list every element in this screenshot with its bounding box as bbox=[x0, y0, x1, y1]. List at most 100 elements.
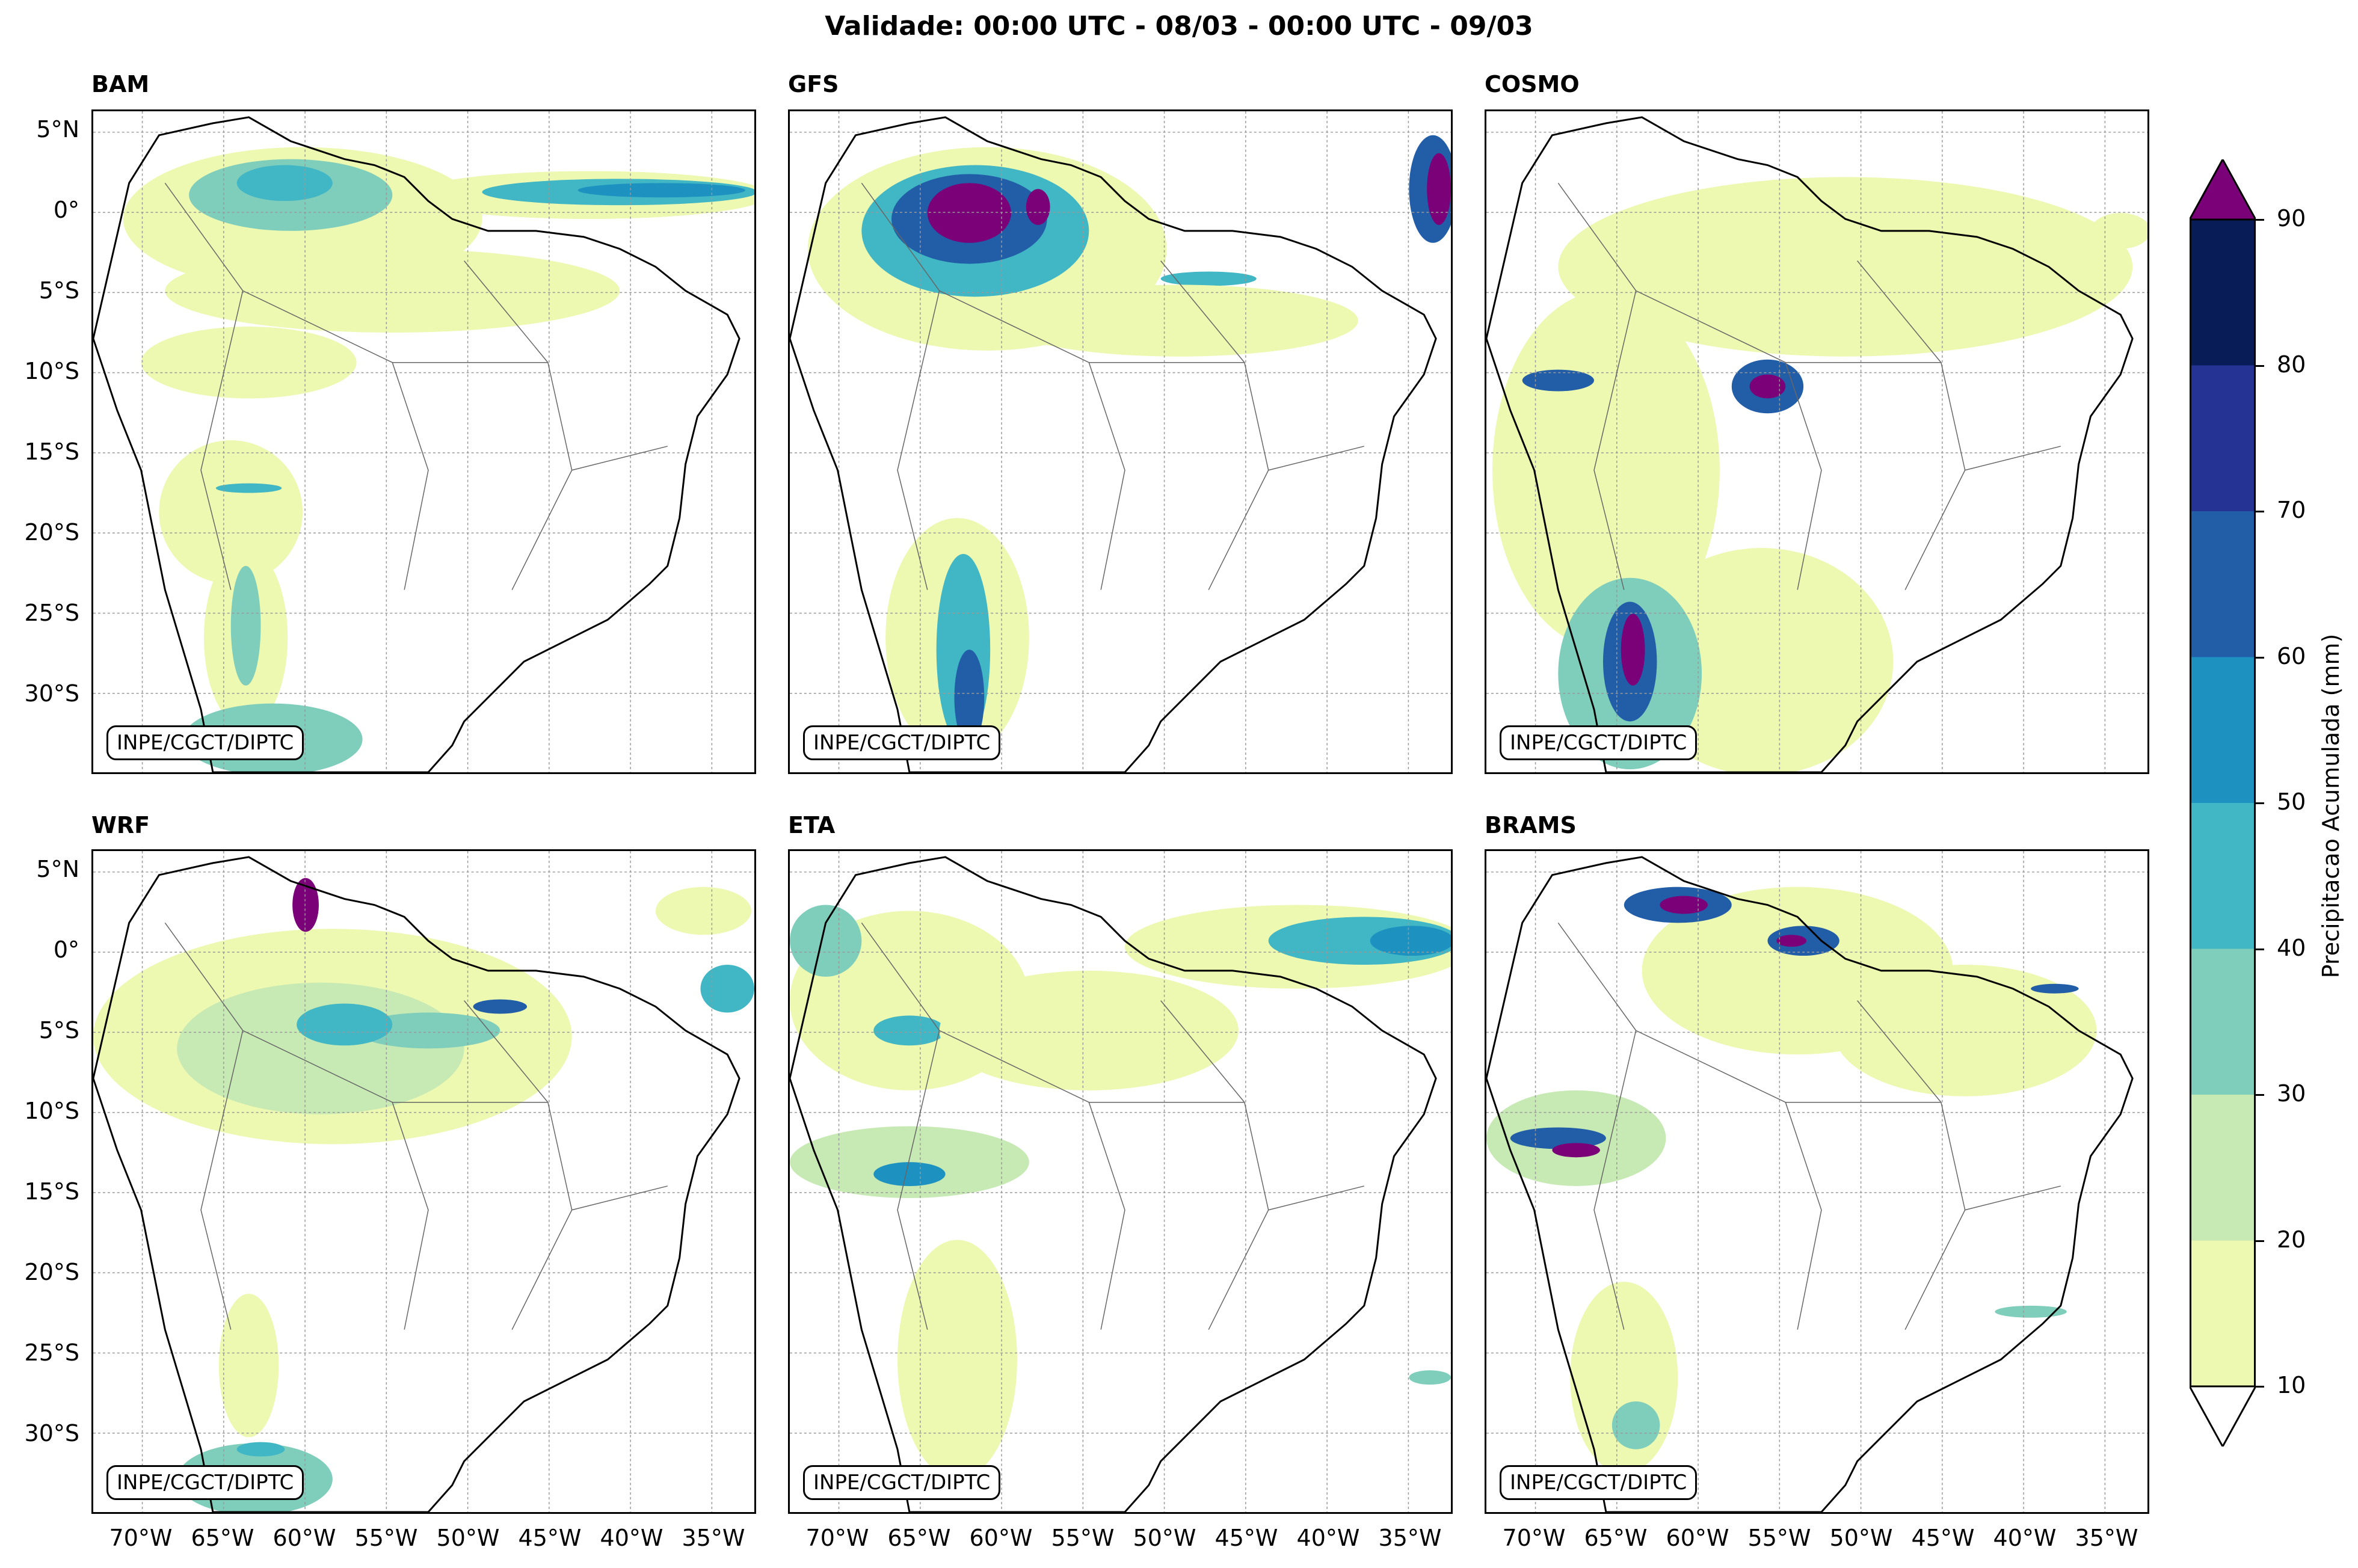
panel-title-gfs: GFS bbox=[788, 71, 839, 97]
map-panel-cosmo: INPE/CGCT/DIPTC bbox=[1485, 109, 2149, 774]
credit-badge: INPE/CGCT/DIPTC bbox=[803, 725, 1001, 760]
lon-tick-label: 65°W bbox=[887, 1525, 951, 1551]
colorbar-tick-mark bbox=[2256, 511, 2264, 512]
lon-tick-label: 45°W bbox=[1214, 1525, 1278, 1551]
credit-badge: INPE/CGCT/DIPTC bbox=[1500, 1465, 1698, 1500]
gridlines bbox=[93, 851, 754, 1512]
lon-tick-label: 50°W bbox=[1133, 1525, 1196, 1551]
map-panel-brams: INPE/CGCT/DIPTC bbox=[1485, 849, 2149, 1514]
lat-tick-label: 5°S bbox=[38, 277, 79, 304]
credit-badge: INPE/CGCT/DIPTC bbox=[106, 1465, 304, 1500]
colorbar-segment bbox=[2190, 657, 2256, 803]
lon-tick-label: 55°W bbox=[1747, 1525, 1811, 1551]
lon-tick-label: 50°W bbox=[436, 1525, 500, 1551]
gridlines bbox=[93, 111, 754, 772]
lat-tick-label: 15°S bbox=[24, 438, 79, 465]
colorbar-tick-label: 50 bbox=[2277, 789, 2306, 815]
lat-tick-label: 20°S bbox=[24, 519, 79, 546]
lat-tick-label: 5°N bbox=[36, 856, 79, 882]
map-panel-eta: INPE/CGCT/DIPTC bbox=[788, 849, 1453, 1514]
colorbar-tick-label: 30 bbox=[2277, 1080, 2306, 1107]
colorbar-label: Precipitacao Acumulada (mm) bbox=[2318, 633, 2344, 979]
state-borders bbox=[1557, 182, 2061, 590]
colorbar-segment bbox=[2190, 220, 2256, 366]
state-borders bbox=[1557, 922, 2061, 1330]
lon-tick-label: 45°W bbox=[518, 1525, 582, 1551]
gridlines bbox=[790, 111, 1451, 772]
lon-tick-label: 70°W bbox=[109, 1525, 173, 1551]
state-borders bbox=[861, 182, 1364, 590]
panel-title-cosmo: COSMO bbox=[1485, 71, 1580, 97]
map-wrf bbox=[93, 851, 754, 1512]
colorbar-segment bbox=[2190, 1095, 2256, 1241]
colorbar-segment bbox=[2190, 948, 2256, 1095]
colorbar-tick-label: 40 bbox=[2277, 934, 2306, 961]
lon-tick-label: 65°W bbox=[191, 1525, 254, 1551]
lon-tick-label: 65°W bbox=[1584, 1525, 1648, 1551]
colorbar-over-triangle bbox=[2190, 159, 2256, 221]
colorbar-tick-mark bbox=[2256, 1094, 2264, 1096]
lon-tick-label: 35°W bbox=[2075, 1525, 2138, 1551]
colorbar-segment bbox=[2190, 803, 2256, 949]
panel-title-bam: BAM bbox=[91, 71, 150, 97]
lon-tick-label: 60°W bbox=[969, 1525, 1033, 1551]
lon-tick-label: 70°W bbox=[1502, 1525, 1566, 1551]
lon-tick-label: 45°W bbox=[1911, 1525, 1975, 1551]
gridlines bbox=[1486, 851, 2147, 1512]
lon-tick-label: 40°W bbox=[1993, 1525, 2057, 1551]
lat-tick-label: 20°S bbox=[24, 1259, 79, 1285]
colorbar-tick-mark bbox=[2256, 219, 2264, 221]
map-brams bbox=[1486, 851, 2147, 1512]
panel-title-wrf: WRF bbox=[91, 812, 150, 838]
colorbar-tick-mark bbox=[2256, 364, 2264, 367]
map-eta bbox=[790, 851, 1451, 1512]
state-borders bbox=[164, 922, 668, 1330]
map-gfs bbox=[790, 111, 1451, 772]
colorbar-segment bbox=[2190, 365, 2256, 511]
lat-tick-label: 15°S bbox=[24, 1178, 79, 1205]
lon-tick-label: 55°W bbox=[354, 1525, 418, 1551]
lat-tick-label: 10°S bbox=[24, 1098, 79, 1124]
credit-badge: INPE/CGCT/DIPTC bbox=[106, 725, 304, 760]
lat-tick-label: 30°S bbox=[24, 680, 79, 707]
colorbar-tick-label: 70 bbox=[2277, 497, 2306, 523]
lon-tick-label: 50°W bbox=[1829, 1525, 1893, 1551]
figure-title: Validade: 00:00 UTC - 08/03 - 00:00 UTC … bbox=[825, 11, 1533, 42]
map-cosmo bbox=[1486, 111, 2147, 772]
lat-tick-label: 10°S bbox=[24, 358, 79, 384]
lon-tick-label: 55°W bbox=[1051, 1525, 1115, 1551]
lat-tick-label: 0° bbox=[53, 197, 79, 223]
colorbar-tick-mark bbox=[2256, 656, 2264, 659]
map-panel-bam: INPE/CGCT/DIPTC bbox=[91, 109, 756, 774]
gridlines bbox=[1486, 111, 2147, 772]
colorbar-tick-label: 10 bbox=[2277, 1372, 2306, 1398]
map-panel-wrf: INPE/CGCT/DIPTC bbox=[91, 849, 756, 1514]
lon-tick-label: 40°W bbox=[1296, 1525, 1360, 1551]
colorbar-tick-mark bbox=[2256, 948, 2264, 950]
lat-tick-label: 30°S bbox=[24, 1420, 79, 1447]
colorbar-segment bbox=[2190, 511, 2256, 657]
colorbar-segment bbox=[2190, 1240, 2256, 1386]
lat-tick-label: 25°S bbox=[24, 1339, 79, 1366]
colorbar-tick-mark bbox=[2256, 1386, 2264, 1388]
colorbar-under-triangle bbox=[2190, 1385, 2256, 1447]
credit-badge: INPE/CGCT/DIPTC bbox=[803, 1465, 1001, 1500]
gridlines bbox=[790, 851, 1451, 1512]
lat-tick-label: 25°S bbox=[24, 600, 79, 626]
lon-tick-label: 35°W bbox=[1378, 1525, 1442, 1551]
lat-tick-label: 5°S bbox=[38, 1017, 79, 1044]
map-bam bbox=[93, 111, 754, 772]
colorbar-tick-label: 20 bbox=[2277, 1226, 2306, 1253]
colorbar-tick-mark bbox=[2256, 802, 2264, 804]
panel-title-brams: BRAMS bbox=[1485, 812, 1577, 838]
colorbar bbox=[2190, 159, 2256, 1447]
colorbar-tick-label: 60 bbox=[2277, 642, 2306, 669]
lon-tick-label: 60°W bbox=[1666, 1525, 1729, 1551]
lat-tick-label: 5°N bbox=[36, 116, 79, 143]
map-panel-gfs: INPE/CGCT/DIPTC bbox=[788, 109, 1453, 774]
state-borders bbox=[861, 922, 1364, 1330]
state-borders bbox=[164, 182, 668, 590]
lon-tick-label: 35°W bbox=[682, 1525, 745, 1551]
credit-badge: INPE/CGCT/DIPTC bbox=[1500, 725, 1698, 760]
lon-tick-label: 40°W bbox=[600, 1525, 663, 1551]
